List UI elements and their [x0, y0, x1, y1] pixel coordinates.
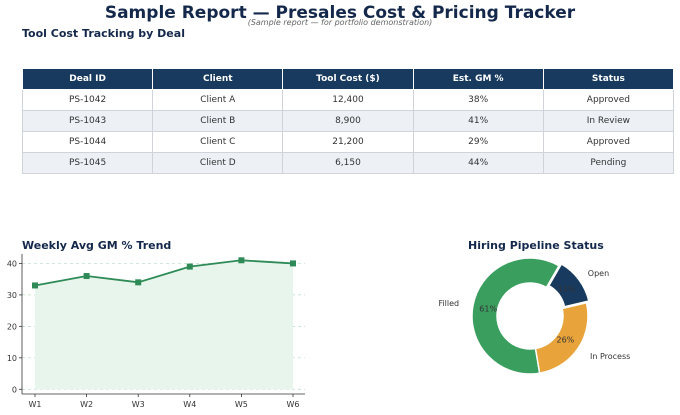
report-title: Sample Report — Presales Cost & Pricing …: [104, 3, 576, 23]
report-subtitle: (Sample report — for portfolio demonstra…: [247, 18, 433, 27]
cell-client: Client D: [152, 152, 284, 174]
table-section-title: Tool Cost Tracking by Deal: [22, 27, 185, 40]
x-tick-label: W5: [235, 400, 248, 409]
data-point: [83, 273, 90, 280]
cell-est-gm: 44%: [412, 152, 544, 174]
slice-percent-label: 13%: [558, 285, 576, 294]
slice-name-label: In Process: [590, 352, 630, 361]
data-point: [290, 260, 296, 267]
y-tick-label: 40: [7, 259, 17, 268]
slice-percent-label: 61%: [479, 304, 497, 313]
y-tick-label: 20: [7, 322, 17, 331]
donut-slice: [471, 257, 561, 375]
data-point: [135, 279, 142, 286]
donut-slice: [534, 301, 589, 375]
cell-status: In Review: [542, 110, 675, 132]
x-tick-label: W2: [80, 400, 93, 409]
table-row: PS-1042 Client A 12,400 38% Approved: [21, 89, 675, 111]
y-tick-label: 10: [7, 354, 17, 363]
table-row: PS-1043 Client B 8,900 41% In Review: [21, 110, 675, 132]
cell-status: Pending: [542, 152, 675, 174]
cell-tool-cost: 6,150: [282, 152, 414, 174]
donut-chart-title: Hiring Pipeline Status: [468, 239, 604, 252]
x-tick-label: W6: [287, 400, 300, 409]
table-row: PS-1045 Client D 6,150 44% Pending: [21, 152, 675, 174]
data-point: [32, 282, 38, 289]
line-chart-title: Weekly Avg GM % Trend: [22, 239, 172, 252]
slice-name-label: Filled: [438, 299, 459, 308]
cell-tool-cost: 8,900: [282, 110, 414, 132]
data-point: [186, 263, 193, 270]
trend-area: [35, 260, 293, 390]
cell-deal-id: PS-1045: [21, 152, 154, 174]
x-tick-label: W4: [183, 400, 196, 409]
donut-slice: [547, 262, 590, 308]
cell-est-gm: 41%: [412, 110, 544, 132]
y-tick-label: 30: [7, 291, 17, 300]
column-header-deal-id: Deal ID: [21, 68, 154, 90]
cell-client: Client B: [152, 110, 284, 132]
data-point: [238, 257, 245, 264]
slice-percent-label: 26%: [557, 336, 575, 345]
column-header-tool-cost: Tool Cost ($): [282, 68, 414, 90]
y-tick-label: 0: [12, 385, 17, 394]
x-tick-label: W1: [29, 400, 42, 409]
x-tick-label: W3: [132, 400, 145, 409]
deal-cost-table: Deal ID Client Tool Cost ($) Est. GM % S…: [21, 68, 675, 174]
trend-line: [34, 259, 294, 287]
slice-name-label: Open: [588, 269, 609, 278]
